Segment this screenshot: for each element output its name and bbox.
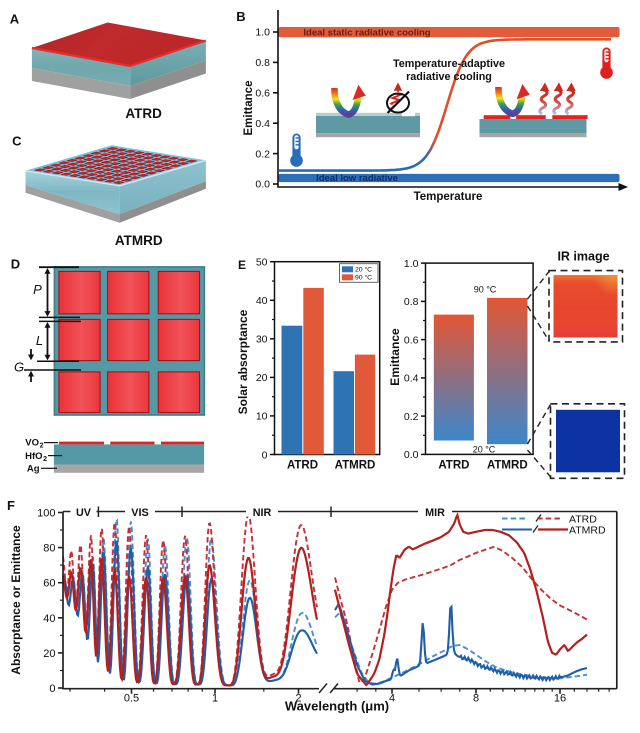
svg-text:60: 60 — [43, 578, 55, 590]
svg-text:2: 2 — [43, 456, 47, 463]
svg-text:ATMRD: ATMRD — [335, 460, 376, 472]
svg-text:2: 2 — [40, 443, 44, 450]
svg-text:10: 10 — [256, 411, 268, 423]
svg-text:40: 40 — [43, 613, 55, 625]
svg-text:D: D — [11, 257, 20, 272]
svg-text:0.6: 0.6 — [404, 334, 419, 346]
svg-text:2: 2 — [295, 693, 301, 705]
svg-text:Absorptance or Emittance: Absorptance or Emittance — [9, 525, 23, 675]
svg-text:HfO: HfO — [25, 451, 42, 462]
svg-text:P: P — [33, 282, 42, 297]
svg-text:ATMRD: ATMRD — [569, 525, 606, 537]
svg-text:UV: UV — [76, 507, 92, 519]
svg-text:0.2: 0.2 — [404, 411, 419, 423]
svg-text:ATRD: ATRD — [569, 514, 597, 526]
svg-text:80: 80 — [43, 543, 55, 555]
svg-text:1: 1 — [212, 693, 218, 705]
svg-text:20 °C: 20 °C — [473, 445, 496, 455]
svg-text:F: F — [7, 498, 15, 513]
svg-text:30: 30 — [256, 334, 268, 346]
svg-text:B: B — [236, 9, 245, 24]
svg-text:Temperature-adaptive: Temperature-adaptive — [393, 58, 505, 70]
svg-text:ATMRD: ATMRD — [115, 233, 163, 248]
svg-text:ATMRD: ATMRD — [487, 460, 528, 472]
svg-text:16: 16 — [554, 693, 566, 705]
svg-text:1.0: 1.0 — [255, 27, 270, 39]
svg-text:4: 4 — [389, 693, 395, 705]
svg-text:Ideal static radiative cooling: Ideal static radiative cooling — [303, 28, 430, 39]
svg-text:1.0: 1.0 — [404, 258, 419, 270]
svg-text:0.0: 0.0 — [404, 449, 419, 461]
svg-text:0.2: 0.2 — [255, 148, 270, 160]
svg-text:ATRD: ATRD — [287, 460, 318, 472]
svg-text:50: 50 — [256, 257, 268, 269]
svg-text:90 °C: 90 °C — [474, 285, 497, 295]
svg-text:Wavelength (μm): Wavelength (μm) — [285, 699, 389, 714]
svg-text:40: 40 — [256, 295, 268, 307]
svg-text:20: 20 — [256, 372, 268, 384]
svg-text:0.8: 0.8 — [404, 296, 419, 308]
svg-text:C: C — [12, 134, 22, 149]
svg-text:Solar absorptance: Solar absorptance — [236, 309, 250, 414]
svg-text:20: 20 — [43, 648, 55, 660]
svg-text:IR image: IR image — [557, 250, 609, 264]
svg-text:NIR: NIR — [253, 507, 272, 519]
svg-text:radiative cooling: radiative cooling — [406, 71, 492, 83]
svg-text:VO: VO — [25, 438, 39, 449]
svg-text:90 °C: 90 °C — [355, 274, 372, 282]
svg-text:Emittance: Emittance — [243, 81, 255, 136]
svg-text:A: A — [10, 12, 20, 27]
svg-text:0.6: 0.6 — [255, 88, 270, 100]
svg-text:ATRD: ATRD — [438, 460, 469, 472]
svg-text:0.4: 0.4 — [404, 373, 419, 385]
svg-text:ATRD: ATRD — [125, 106, 162, 121]
svg-text:0: 0 — [49, 683, 55, 695]
svg-text:Ideal low radiative: Ideal low radiative — [316, 173, 398, 184]
svg-text:Temperature: Temperature — [414, 191, 483, 203]
svg-text:VIS: VIS — [131, 507, 148, 519]
svg-text:G: G — [14, 360, 24, 375]
svg-text:0: 0 — [262, 449, 268, 461]
svg-text:MIR: MIR — [425, 507, 445, 519]
svg-text:Ag: Ag — [27, 463, 40, 474]
svg-text:20 °C: 20 °C — [355, 266, 372, 274]
svg-text:E: E — [238, 258, 246, 272]
svg-text:0.5: 0.5 — [124, 693, 139, 705]
svg-text:8: 8 — [473, 693, 479, 705]
svg-text:100: 100 — [37, 508, 55, 520]
svg-text:0.8: 0.8 — [255, 57, 270, 69]
svg-text:L: L — [36, 333, 43, 348]
svg-text:0.4: 0.4 — [255, 118, 270, 130]
svg-text:Emittance: Emittance — [388, 328, 402, 386]
svg-text:0.0: 0.0 — [255, 179, 270, 191]
